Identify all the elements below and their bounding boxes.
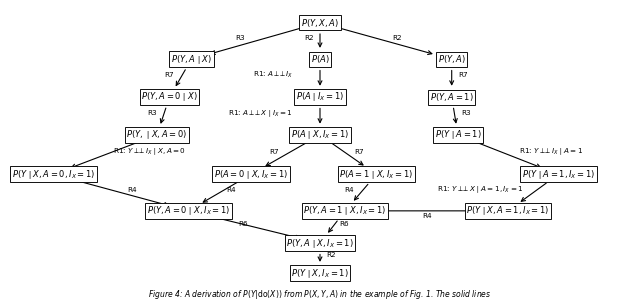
Text: R4: R4 bbox=[226, 187, 236, 193]
Text: $P(A \mid X, I_X{=}1)$: $P(A \mid X, I_X{=}1)$ bbox=[291, 129, 349, 141]
Text: Figure 4: A derivation of $P(Y|\mathrm{do}(X))$ from $P(X, Y, A)$ in the example: Figure 4: A derivation of $P(Y|\mathrm{d… bbox=[148, 288, 492, 301]
Text: R2: R2 bbox=[304, 35, 314, 41]
Text: R1: $Y \perp\!\!\perp I_X \mid A{=}1$: R1: $Y \perp\!\!\perp I_X \mid A{=}1$ bbox=[518, 146, 583, 157]
Text: $P(A)$: $P(A)$ bbox=[310, 53, 330, 65]
Text: $P(Y \mid X, I_X{=}1)$: $P(Y \mid X, I_X{=}1)$ bbox=[291, 267, 349, 280]
Text: R3: R3 bbox=[236, 35, 245, 41]
Text: R4: R4 bbox=[127, 187, 137, 193]
Text: R3: R3 bbox=[147, 110, 157, 116]
Text: R6: R6 bbox=[339, 221, 349, 227]
Text: R7: R7 bbox=[269, 149, 279, 155]
Text: $P(Y, X, A)$: $P(Y, X, A)$ bbox=[301, 17, 339, 29]
Text: $P(Y \mid A{=}1)$: $P(Y \mid A{=}1)$ bbox=[435, 129, 481, 141]
Text: $P(Y, A \mid X, I_X{=}1)$: $P(Y, A \mid X, I_X{=}1)$ bbox=[286, 237, 354, 249]
Text: $P(Y \mid X, A{=}1, I_X{=}1)$: $P(Y \mid X, A{=}1, I_X{=}1)$ bbox=[467, 204, 550, 217]
Text: $P(Y, \mid X, A{=}0)$: $P(Y, \mid X, A{=}0)$ bbox=[126, 129, 188, 141]
Text: $P(A{=}1 \mid X, I_X{=}1)$: $P(A{=}1 \mid X, I_X{=}1)$ bbox=[339, 168, 413, 181]
Text: R3: R3 bbox=[461, 110, 471, 116]
Text: $P(Y, A{=}1)$: $P(Y, A{=}1)$ bbox=[430, 91, 474, 103]
Text: $P(Y, A)$: $P(Y, A)$ bbox=[438, 53, 466, 65]
Text: $P(Y, A{=}0 \mid X)$: $P(Y, A{=}0 \mid X)$ bbox=[141, 91, 198, 104]
Text: $P(Y \mid A{=}1, I_X{=}1)$: $P(Y \mid A{=}1, I_X{=}1)$ bbox=[522, 168, 595, 181]
Text: R6: R6 bbox=[238, 221, 248, 227]
Text: $P(Y, A \mid X)$: $P(Y, A \mid X)$ bbox=[171, 53, 212, 66]
Text: $P(A \mid I_X{=}1)$: $P(A \mid I_X{=}1)$ bbox=[296, 91, 344, 104]
Text: R1: $Y \perp\!\!\perp I_X \mid X, A{=}0$: R1: $Y \perp\!\!\perp I_X \mid X, A{=}0$ bbox=[113, 146, 186, 157]
Text: $P(A{=}0 \mid X, I_X{=}1)$: $P(A{=}0 \mid X, I_X{=}1)$ bbox=[214, 168, 288, 181]
Text: R7: R7 bbox=[355, 149, 364, 155]
Text: R1: $A \perp\!\!\perp X \mid I_X{=}1$: R1: $A \perp\!\!\perp X \mid I_X{=}1$ bbox=[228, 108, 293, 119]
Text: R4: R4 bbox=[345, 187, 355, 193]
Text: R7: R7 bbox=[458, 72, 468, 78]
Text: $P(Y, A{=}0 \mid X, I_X{=}1)$: $P(Y, A{=}0 \mid X, I_X{=}1)$ bbox=[147, 204, 230, 217]
Text: $P(Y, A{=}1 \mid X, I_X{=}1)$: $P(Y, A{=}1 \mid X, I_X{=}1)$ bbox=[303, 204, 387, 217]
Text: R4: R4 bbox=[422, 214, 431, 220]
Text: R7: R7 bbox=[164, 72, 174, 78]
Text: R2: R2 bbox=[392, 35, 402, 41]
Text: R2: R2 bbox=[326, 252, 336, 259]
Text: R1: $A \perp\!\!\perp I_X$: R1: $A \perp\!\!\perp I_X$ bbox=[253, 70, 293, 80]
Text: $P(Y \mid X, A{=}0, I_X{=}1)$: $P(Y \mid X, A{=}0, I_X{=}1)$ bbox=[12, 168, 95, 181]
Text: R1: $Y \perp\!\!\perp X \mid A{=}1, I_X{=}1$: R1: $Y \perp\!\!\perp X \mid A{=}1, I_X{… bbox=[436, 185, 523, 195]
